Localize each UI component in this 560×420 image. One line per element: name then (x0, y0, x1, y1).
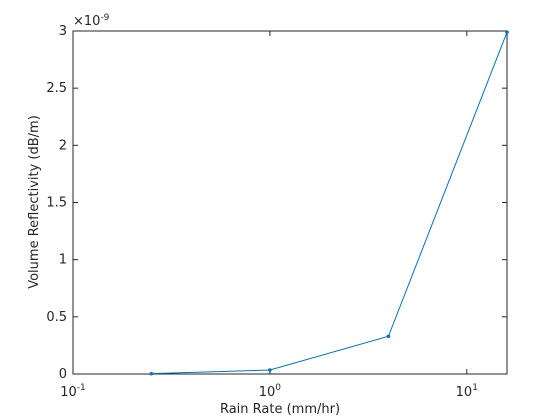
x-tick-base: 10 (259, 385, 276, 400)
plot-area (72, 30, 508, 375)
data-line (151, 31, 508, 375)
x-tick-label: 10-1 (60, 383, 86, 400)
data-point (386, 334, 391, 339)
y-tick-label: 0.5 (46, 310, 67, 325)
x-tick-exponent: -1 (77, 383, 86, 393)
x-tick-base: 10 (456, 385, 473, 400)
multiplier-exponent: -9 (100, 13, 109, 23)
y-tick-label: 2 (59, 138, 67, 153)
x-tick-exponent: 1 (472, 383, 478, 393)
y-axis-label: Volume Reflectivity (dB/m) (27, 115, 42, 289)
x-tick-label: 100 (259, 383, 282, 400)
multiplier-base: ×10 (73, 14, 100, 29)
x-tick-label: 101 (456, 383, 478, 400)
y-tick-label: 1 (59, 253, 67, 268)
data-point (149, 371, 154, 376)
x-axis-label: Rain Rate (mm/hr) (220, 402, 340, 417)
data-point (505, 30, 509, 34)
y-tick-label: 2.5 (46, 81, 67, 96)
x-tick-base: 10 (60, 385, 77, 400)
data-point (268, 368, 272, 372)
y-tick-label: 3 (59, 24, 67, 39)
axis-multiplier: ×10-9 (73, 13, 110, 29)
y-tick-label: 0 (59, 367, 67, 382)
x-tick-exponent: 0 (275, 383, 281, 393)
y-tick-label: 1.5 (46, 196, 67, 211)
